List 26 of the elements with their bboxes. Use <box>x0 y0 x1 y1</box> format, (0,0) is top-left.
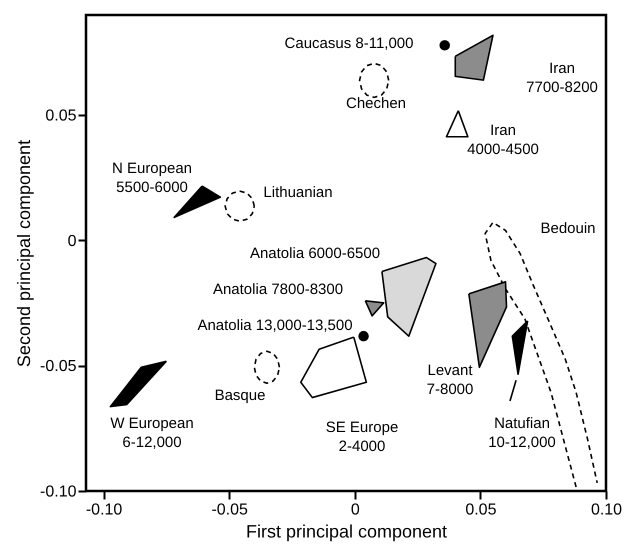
y-tick-label: 0 <box>68 232 77 250</box>
x-tick-label: -0.10 <box>86 502 122 518</box>
x-tick-label: 0 <box>350 502 360 518</box>
series-label: Iran 4000-4500 <box>467 122 539 158</box>
series-label: Anatolia 13,000-13,500 <box>197 317 353 334</box>
series-label: Basque <box>214 387 266 404</box>
y-tick-label: 0.05 <box>45 108 77 125</box>
text: Iran 7700-8200 <box>526 60 598 96</box>
series-label: N European 5500-6000 <box>112 160 192 196</box>
series-label: Anatolia 7800-8300 <box>212 281 344 298</box>
x-axis-title: First principal component <box>246 522 448 542</box>
y-tick-label: -0.05 <box>40 358 77 376</box>
series-label: W European 6-12,000 <box>110 415 194 451</box>
series-label: Lithuanian <box>263 184 333 201</box>
series-label: Chechen <box>346 95 406 112</box>
series-label: Anatolia 6000-6500 <box>250 245 380 262</box>
series-label: Caucasus 8-11,000 <box>284 35 414 52</box>
y-axis-title: Second principal component <box>14 140 34 368</box>
x-tick-label: -0.05 <box>211 502 248 518</box>
y-tick-label: -0.10 <box>40 484 77 500</box>
x-tick-label: 0.10 <box>590 502 622 518</box>
series-label: Levant 7-8000 <box>426 362 474 398</box>
series-label: SE Europe 2-4000 <box>326 419 398 455</box>
series-label: Bedouin <box>540 220 596 237</box>
legend-label: Natufian 10-12,000 <box>488 415 556 451</box>
x-tick-label: 0.05 <box>465 502 497 518</box>
